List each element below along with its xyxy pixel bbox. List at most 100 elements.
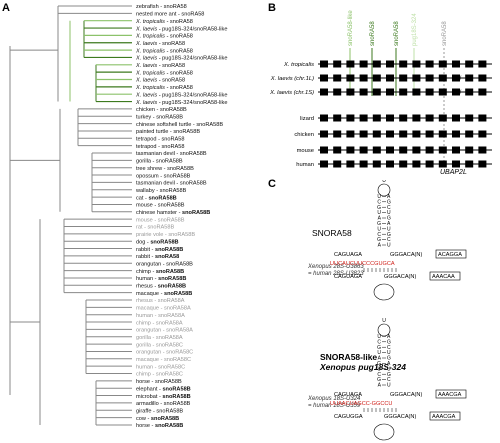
snora58-stem-right: G [387, 216, 391, 222]
exon-box [399, 60, 408, 68]
tree-leaf-label: X. laevis - pug18S-324/snoRA58-like [135, 56, 227, 62]
pug18s-stem-right: G [387, 356, 391, 362]
panel-label-a: A [2, 2, 10, 14]
exon-box [465, 130, 474, 138]
snorna-column-label: pug18S-324 [412, 13, 418, 46]
exon-box [399, 88, 408, 96]
exon-box [372, 60, 381, 68]
exon-box [346, 160, 355, 168]
tree-leaf-label: macaque - snoRA58A [136, 306, 191, 312]
panel-label-b: B [268, 2, 276, 14]
pug18s-target-rrna: UUAACUAGCC-GGCCU [330, 401, 392, 407]
snorna-column-label: snoRA58 [394, 21, 400, 46]
snora58-stem-right: U [387, 210, 391, 216]
snora58-stem-right: A [387, 221, 391, 227]
exon-box [359, 60, 368, 68]
tree-leaf-label: gorilla - snoRA58C [136, 342, 183, 348]
gene-structure-diagram: snoRA58-like snoRA58 snoRA58 pug18S-324 snoR… [269, 10, 492, 176]
gene-break-mark: // [458, 76, 462, 82]
tree-leaf-label: tetrapod - snoRA58 [136, 137, 185, 143]
exon-box [320, 60, 328, 68]
pug18s-title: Xenopus pug18S-324 [320, 362, 406, 372]
snora58-stem-left: C [377, 199, 381, 205]
pug18s-stem-right: C [387, 345, 391, 351]
exon-box [412, 130, 421, 138]
gene-row-label: chicken [294, 132, 314, 138]
snora58-stem-left: G [377, 221, 381, 227]
exon-box [320, 130, 328, 138]
tree-leaf-label: prairie vole - snoRA58B [136, 232, 195, 238]
exon-box [425, 114, 434, 122]
pug18s-stem-left: U [377, 334, 381, 340]
exon-box [359, 160, 368, 168]
exon-box [333, 160, 342, 168]
pug18s-stem-right: U [387, 350, 391, 356]
snora58-line2b: GGGACA(N) [384, 274, 416, 280]
snora58-stem-left: G [377, 205, 381, 211]
tree-leaf-label: cat - snoRA58B [136, 195, 177, 201]
gene-row-label: X. laevis (chr.1L) [270, 76, 314, 82]
tree-leaf-label: X. laevis - snoRA58 [135, 78, 185, 84]
exon-box [372, 88, 381, 96]
snora58-stem-right: U [387, 243, 391, 249]
tree-leaf-label: X. laevis - snoRA58 [135, 63, 185, 69]
exon-box [346, 130, 355, 138]
tree-leaf-label: chimp - snoRA58A [136, 320, 183, 326]
snora58-box1-frame [435, 249, 467, 259]
snora58-stem-right: G [387, 199, 391, 205]
exon-box [359, 114, 368, 122]
exon-box [465, 146, 474, 154]
exon-box [359, 88, 368, 96]
exon-box [333, 114, 342, 122]
exon-box [346, 146, 355, 154]
snora58-loop-label: U [382, 180, 386, 184]
exon-box [399, 130, 408, 138]
tree-leaf-label: X. laevis - snoRA58 [135, 41, 185, 47]
exon-box [425, 60, 434, 68]
exon-box [372, 146, 381, 154]
exon-box [372, 74, 381, 82]
snora58-stem-left: U [377, 210, 381, 216]
pug18s-loop [377, 323, 391, 337]
exon-box [399, 160, 408, 168]
pug18s-stem-right: G [387, 339, 391, 345]
exon-box [452, 114, 460, 122]
tree-leaf-label: orangutan - snoRA58A [136, 328, 193, 334]
tree-leaf-label: horse - snoRA58B [136, 379, 182, 385]
tree-leaf-label: orangutan - snoRA58B [136, 261, 193, 267]
pug18s-stem-left: U [377, 350, 381, 356]
exon-box [452, 160, 460, 168]
snora58-line1b: GGGACA(N) [390, 252, 422, 258]
snora58-line2: CAGUAGA [334, 274, 362, 280]
exon-box [465, 60, 474, 68]
tree-leaf-label: chimp - snoRA58B [136, 269, 184, 275]
exon-box [412, 146, 421, 154]
snora58-stem-right: A [387, 194, 391, 200]
exon-box [478, 160, 487, 168]
exon-box [465, 74, 474, 82]
pug18s-stem-right: G [387, 372, 391, 378]
exon-box [412, 74, 421, 82]
exon-box [438, 130, 447, 138]
exon-box [346, 60, 355, 68]
exon-box [412, 88, 421, 96]
exon-box [425, 160, 434, 168]
snora58-lower-loop [373, 283, 395, 301]
tree-leaf-label: zebrafish - snoRA58 [136, 4, 187, 10]
snora58-stem-right: C [387, 237, 391, 243]
snorna-column-label: snoRA58 [442, 21, 448, 46]
exon-box [438, 160, 447, 168]
gene-name: UBAP2L [440, 169, 467, 176]
pug18s-box2-frame [429, 411, 461, 421]
exon-box [386, 88, 394, 96]
tree-leaf-label: X. laevis - pug18S-324/snoRA58-like [135, 100, 227, 106]
snora58-like-title: SNORA58-like [320, 352, 378, 362]
tree-leaf-label: rabbit - snoRA58 [136, 254, 179, 260]
snora58-box1: ACAGGA [438, 252, 462, 258]
snora58-stem-left: U [377, 194, 381, 200]
snora58-stem-right: U [387, 226, 391, 232]
gene-row-label: human [296, 162, 314, 168]
exon-box [425, 88, 434, 96]
tree-leaf-label: nested more ant - snoRA58 [136, 12, 204, 18]
exon-box [386, 146, 394, 154]
